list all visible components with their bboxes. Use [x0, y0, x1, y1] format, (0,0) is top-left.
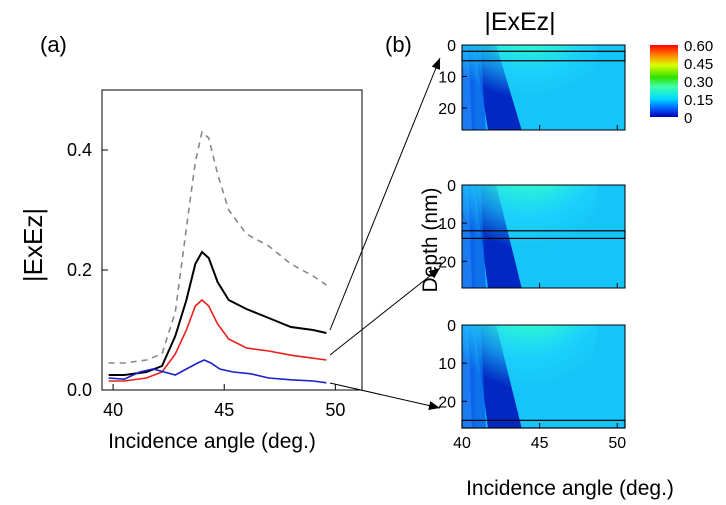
x-tick-label-a: 40	[103, 400, 123, 420]
x-tick-label-b: 45	[531, 435, 549, 452]
connector-arrow-line	[329, 382, 441, 409]
line-chart-panel-a: 40 45 50 0.0 0.2 0.4 Incidence angle (deg.) |Ex…	[18, 89, 363, 453]
x-tick-label-a: 45	[214, 400, 234, 420]
colorbar-tick-label: 0	[684, 110, 692, 127]
series-line-red	[108, 298, 327, 382]
series-line-blue	[108, 359, 327, 384]
x-tick-label-b: 50	[608, 435, 626, 452]
y-tick-label-b: 20	[438, 394, 456, 411]
heatmap-panel-b: 0 10 20 0 10 20 0 10 20 40 45 50 Incidence angle (de…	[419, 8, 713, 500]
y-tick-label-a: 0.0	[67, 380, 92, 400]
heatmap-frame	[461, 184, 626, 289]
colorbar-tick-label: 0.60	[684, 38, 713, 55]
colorbar-tick-label: 0.30	[684, 74, 713, 91]
connector-arrow-line	[329, 267, 441, 356]
series-line-black	[108, 250, 327, 376]
heatmap-hotspot	[462, 45, 598, 122]
plot-frame-a	[101, 89, 363, 391]
series-line-dashed-gray	[108, 130, 327, 364]
y-tick-label-a: 0.4	[67, 140, 92, 160]
colorbar-tick-label: 0.15	[684, 92, 713, 109]
connector-arrow-head	[431, 58, 441, 70]
y-tick-label-b: 10	[438, 69, 456, 86]
y-tick-label-b: 20	[438, 101, 456, 118]
panel-label-a: (a)	[40, 32, 67, 57]
y-tick-label-a: 0.2	[67, 260, 92, 280]
y-axis-label-a: |ExEz|	[18, 208, 48, 282]
connector-arrows	[329, 57, 441, 410]
y-tick-label-b: 20	[438, 254, 456, 271]
x-axis-label-b: Incidence angle (deg.)	[466, 477, 674, 500]
x-tick-label-b: 40	[453, 435, 471, 452]
x-tick-label-a: 50	[325, 400, 345, 420]
panel-label-b: (b)	[385, 32, 412, 57]
colorbar-tick-label: 0.45	[684, 56, 713, 73]
y-axis-label-b: Depth (nm)	[419, 187, 442, 292]
heatmap-frame	[461, 324, 626, 429]
heatmap-2: 0 10 20	[438, 178, 626, 289]
heatmap-hotspot	[462, 325, 598, 418]
heatmap-frame	[461, 44, 626, 131]
heatmap-1: 0 10 20	[438, 38, 626, 131]
y-tick-label-b: 0	[447, 38, 456, 55]
heatmap-field	[462, 325, 625, 428]
x-axis-label-a: Incidence angle (deg.)	[108, 430, 316, 453]
heatmap-3: 0 10 20	[438, 318, 626, 429]
y-tick-label-b: 10	[438, 216, 456, 233]
connector-arrow-head	[428, 401, 440, 410]
y-tick-label-b: 0	[447, 318, 456, 335]
connector-arrow-head	[428, 268, 440, 279]
y-tick-label-b: 10	[438, 356, 456, 373]
heatmap-field	[462, 45, 625, 130]
heatmap-title: |ExEz|	[484, 8, 555, 36]
y-tick-label-b: 0	[447, 178, 456, 195]
colorbar	[650, 45, 678, 117]
connector-arrow-line	[329, 57, 441, 331]
